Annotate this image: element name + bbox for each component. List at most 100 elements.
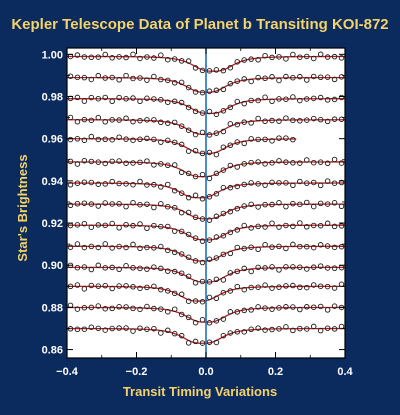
data-point: [199, 278, 206, 285]
data-point: [67, 181, 74, 188]
data-point: [304, 53, 310, 60]
data-point: [213, 191, 220, 197]
data-point: [192, 214, 199, 221]
data-point: [95, 159, 102, 165]
data-point: [178, 311, 185, 318]
data-point: [165, 288, 171, 294]
data-point: [137, 98, 143, 105]
data-point: [109, 178, 115, 185]
data-point: [199, 298, 206, 305]
data-point: [331, 180, 338, 186]
data-point: [241, 181, 247, 188]
data-point: [276, 267, 282, 273]
data-point: [262, 201, 268, 208]
data-point: [151, 181, 157, 188]
data-point: [151, 96, 157, 102]
data-point: [262, 224, 268, 230]
data-point: [234, 283, 241, 290]
data-point: [137, 159, 143, 166]
x-tick-label: −0.4: [56, 366, 79, 378]
data-point: [171, 139, 178, 146]
data-point: [123, 136, 129, 142]
data-point: [123, 203, 129, 210]
data-point: [102, 200, 108, 206]
data-point: [234, 227, 241, 233]
data-point: [151, 73, 157, 80]
data-point: [116, 158, 122, 164]
data-point: [206, 320, 213, 326]
data-point: [123, 160, 129, 166]
data-point: [283, 245, 289, 252]
data-point: [109, 55, 115, 61]
data-point: [338, 179, 345, 186]
data-point: [81, 137, 88, 143]
data-point: [158, 139, 164, 145]
data-point: [331, 53, 338, 60]
data-point: [158, 265, 164, 272]
data-point: [248, 284, 254, 291]
data-point: [95, 283, 102, 289]
data-point: [220, 108, 227, 114]
data-point: [262, 182, 268, 188]
data-point: [81, 220, 88, 227]
data-point: [88, 324, 95, 330]
data-point: [290, 74, 296, 81]
data-point: [192, 280, 199, 286]
data-point: [310, 95, 317, 102]
data-point: [290, 241, 296, 248]
data-point: [248, 307, 254, 313]
data-point: [290, 223, 296, 230]
data-point: [310, 179, 317, 186]
data-point: [74, 180, 81, 186]
data-point: [199, 67, 206, 74]
data-point: [213, 111, 220, 118]
data-point: [109, 245, 115, 251]
data-point: [144, 303, 150, 310]
data-point: [206, 256, 213, 262]
data-point: [234, 268, 241, 275]
data-point: [304, 304, 310, 310]
y-tick-label: 0.86: [42, 345, 63, 357]
data-point: [130, 241, 136, 248]
data-point: [255, 204, 261, 210]
data-point: [297, 306, 303, 313]
data-point: [317, 116, 324, 123]
data-point: [255, 115, 261, 122]
data-point: [297, 243, 303, 250]
data-point: [206, 175, 213, 182]
data-point: [213, 255, 220, 261]
data-point: [269, 74, 275, 80]
data-point: [171, 56, 178, 62]
data-point: [81, 54, 88, 60]
data-point: [171, 204, 178, 211]
data-point: [67, 136, 74, 143]
data-point: [95, 303, 102, 309]
data-point: [241, 76, 247, 82]
data-point: [165, 223, 171, 230]
data-point: [102, 94, 108, 101]
data-point: [276, 180, 282, 186]
data-point: [276, 284, 282, 290]
data-point: [220, 251, 227, 258]
data-point: [297, 160, 303, 166]
data-point: [317, 222, 324, 229]
data-point: [248, 268, 254, 275]
data-point: [220, 67, 227, 74]
data-point: [269, 201, 275, 208]
data-point: [304, 117, 310, 123]
data-point: [213, 213, 220, 220]
data-point: [206, 339, 213, 345]
data-point: [151, 136, 157, 143]
data-point: [206, 68, 213, 74]
data-point: [206, 237, 213, 243]
data-point: [81, 74, 88, 81]
data-point: [81, 286, 88, 292]
data-point: [158, 330, 164, 336]
data-point: [67, 73, 74, 79]
data-point: [324, 243, 331, 249]
data-point: [130, 222, 136, 229]
data-point: [185, 314, 192, 321]
data-point: [165, 308, 171, 315]
data-point: [331, 116, 338, 122]
axis-ticks: −0.4 −0.2 0.0 0.2 0.4 1.00 0.98 0.96 0.94 0.92 0.9…: [42, 48, 354, 378]
